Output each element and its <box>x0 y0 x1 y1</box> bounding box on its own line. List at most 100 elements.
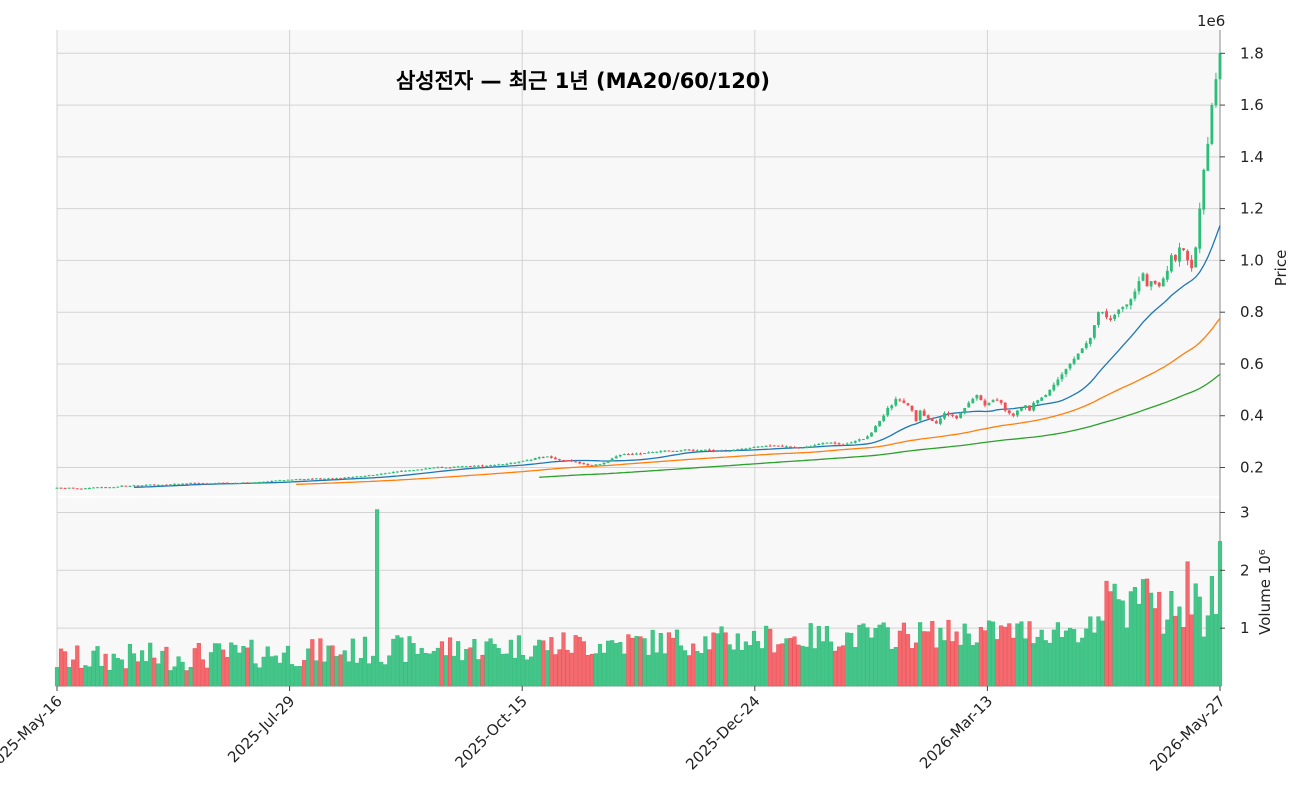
candle-body <box>1165 270 1169 280</box>
candle-body <box>651 451 655 453</box>
volume-bar <box>1059 637 1065 687</box>
candle-body <box>675 450 679 452</box>
volume-bar <box>715 633 720 687</box>
volume-bar <box>974 642 979 687</box>
candle-body <box>1125 304 1129 307</box>
candle-body <box>991 400 995 403</box>
volume-bar <box>1165 619 1170 687</box>
candle-body <box>1040 397 1044 401</box>
candle-body <box>456 466 460 468</box>
volume-bar <box>63 651 68 687</box>
volume-bar <box>383 664 388 687</box>
volume-bar <box>1039 629 1044 687</box>
candle-body <box>331 478 334 480</box>
candle-body <box>631 453 634 455</box>
volume-bar <box>719 626 724 687</box>
volume-bar <box>1144 578 1150 687</box>
volume-bar <box>630 638 635 687</box>
candle-body <box>424 468 428 470</box>
volume-bar <box>1108 591 1113 687</box>
candle-body <box>201 483 205 485</box>
date-tick-label: 2025-Oct-15 <box>452 692 532 772</box>
volume-bar <box>144 661 149 687</box>
volume-bar <box>306 648 311 687</box>
volume-bar <box>1213 614 1219 687</box>
volume-bar <box>366 663 372 687</box>
candle-body <box>817 443 821 446</box>
volume-bar <box>67 667 72 687</box>
candle-body <box>278 480 282 482</box>
candle-body <box>566 460 570 462</box>
volume-bar <box>634 636 639 687</box>
candle-body <box>1190 259 1194 269</box>
volume-bar <box>58 648 64 687</box>
volume-bar <box>958 644 963 687</box>
volume-bar <box>403 661 408 687</box>
candle-body <box>874 426 877 433</box>
candle-body <box>323 478 326 480</box>
volume-bar <box>1209 576 1214 687</box>
candle-body <box>1133 291 1137 299</box>
candle-body <box>485 465 488 467</box>
volume-bar <box>1055 622 1060 687</box>
candle-body <box>343 477 347 479</box>
volume-bar <box>391 638 396 687</box>
volume-bar <box>152 657 157 687</box>
volume-bar <box>545 650 550 687</box>
volume-bar <box>395 635 400 687</box>
candle-body <box>460 466 464 468</box>
moving-average-lines <box>133 225 1221 488</box>
volume-bar <box>480 654 485 687</box>
candle-body <box>813 445 817 447</box>
volume-bar <box>269 656 274 687</box>
volume-bar <box>188 667 193 687</box>
volume-bar <box>541 640 546 687</box>
volume-bar <box>488 638 493 687</box>
candle-body <box>327 478 330 480</box>
volume-bar <box>318 638 323 687</box>
candle-body <box>833 442 837 444</box>
candle-body <box>707 449 711 451</box>
volume-bar <box>289 664 295 687</box>
volume-bar <box>1193 583 1198 687</box>
candle-body <box>156 484 160 486</box>
volume-bar <box>342 650 347 687</box>
volume-bar <box>1023 638 1028 687</box>
candle-body <box>882 415 886 421</box>
volume-bar <box>654 652 659 687</box>
candle-body <box>1020 407 1023 411</box>
candle-body <box>857 439 861 441</box>
candle-body <box>647 452 651 454</box>
ma120-line <box>539 373 1221 478</box>
volume-bar <box>350 638 355 687</box>
volume-bar <box>1084 628 1089 687</box>
volume-bar <box>824 626 830 687</box>
volume-bar <box>808 623 813 687</box>
candle-body <box>1028 405 1031 411</box>
volume-bar <box>800 645 805 687</box>
candle-body <box>760 446 764 448</box>
candle-body <box>906 403 910 406</box>
candle-body <box>270 480 274 482</box>
volume-bar <box>330 645 335 687</box>
candle-body <box>1157 282 1161 287</box>
candle-body <box>1084 343 1088 348</box>
candle-body <box>209 483 213 485</box>
volume-bar <box>1047 642 1052 687</box>
candle-body <box>477 465 480 467</box>
candle-body <box>1214 79 1218 106</box>
candle-body <box>926 415 930 419</box>
volume-bar <box>1027 621 1032 687</box>
volume-bar <box>816 625 821 687</box>
candle-body <box>570 460 574 462</box>
volume-bar <box>212 643 218 687</box>
candle-body <box>861 439 865 441</box>
candle-body <box>1024 405 1027 408</box>
candle-body <box>728 450 732 452</box>
candle-body <box>173 483 176 485</box>
volume-bar <box>492 644 497 687</box>
volume-bar <box>302 660 307 687</box>
date-tick-label: 2026-May-27 <box>1146 692 1229 775</box>
volume-bar <box>812 648 817 687</box>
volume-bar <box>298 666 303 687</box>
